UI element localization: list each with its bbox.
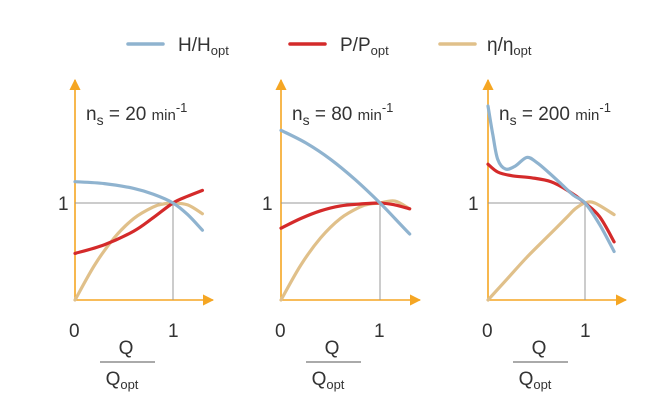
legend-label-head: H/Hopt [178, 35, 229, 58]
legend-label-power: P/Popt [340, 35, 389, 58]
power-curve [486, 162, 616, 244]
fraction-numerator: Q [532, 338, 547, 359]
efficiency-curve [73, 201, 204, 302]
fraction-denominator: Qopt [519, 369, 552, 392]
y-tick-label: 1 [262, 194, 273, 215]
x-tick-label-0: 0 [482, 321, 493, 342]
panel-title: ns = 80 min-1 [292, 100, 393, 128]
legend-label-efficiency: η/ηopt [487, 35, 532, 58]
fraction-numerator: Q [325, 338, 340, 359]
fraction-denominator: Qopt [312, 369, 345, 392]
head-curve [73, 180, 204, 232]
x-tick-label-0: 0 [69, 321, 80, 342]
chart-panel-ns20: ns = 20 min-1 1 0 1 Q Qopt [58, 78, 215, 392]
x-axis-fraction-label: Q Qopt [100, 338, 155, 392]
x-tick-label-1: 1 [168, 321, 179, 342]
chart-panel-ns200: ns = 200 min-1 1 0 1 Q Qopt [468, 78, 628, 392]
x-axis-fraction-label: Q Qopt [513, 338, 568, 392]
power-curve [73, 188, 204, 255]
y-tick-label: 1 [468, 194, 479, 215]
head-curve [486, 104, 616, 254]
x-axis-fraction-label: Q Qopt [306, 338, 361, 392]
legend: H/Hopt P/Popt η/ηopt [126, 35, 532, 58]
y-tick-label: 1 [58, 194, 69, 215]
head-curve [279, 128, 412, 236]
efficiency-curve [486, 200, 616, 302]
panel-title: ns = 20 min-1 [86, 100, 187, 128]
panel-title: ns = 200 min-1 [499, 100, 611, 128]
fraction-numerator: Q [119, 338, 134, 359]
fraction-denominator: Qopt [106, 369, 139, 392]
chart-panel-ns80: ns = 80 min-1 1 0 1 Q Qopt [262, 78, 422, 392]
x-tick-label-0: 0 [275, 321, 286, 342]
x-tick-label-1: 1 [580, 321, 591, 342]
x-tick-label-1: 1 [374, 321, 385, 342]
efficiency-curve [279, 199, 412, 302]
power-curve [279, 201, 412, 230]
